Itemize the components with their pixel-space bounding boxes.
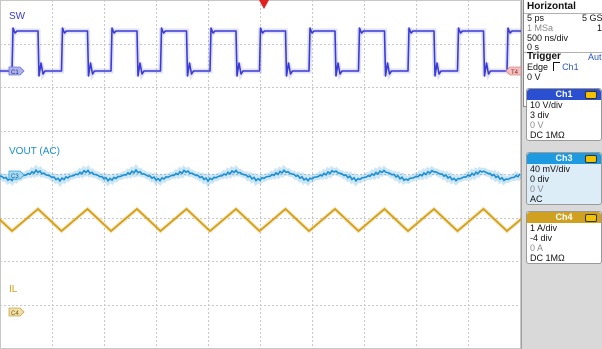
trigger-position-marker[interactable] [259, 0, 269, 9]
ch1-scale: 10 V/div [530, 100, 563, 110]
channel-menu-icon[interactable] [585, 91, 597, 99]
il-trace [0, 207, 521, 233]
trigger-level-marker[interactable]: T4 [505, 66, 521, 76]
horizontal-row1-right: 5 GSa [582, 13, 602, 23]
ch4-info-box[interactable]: Ch4 1 A/div -4 div 0 A DC 1MΩ [526, 211, 602, 264]
horizontal-title: Horizontal [527, 1, 576, 12]
sw-trace-persistence [0, 27, 521, 81]
channel-menu-icon[interactable] [585, 214, 597, 222]
rising-edge-icon [552, 62, 560, 71]
trigger-edge-row: Edge Ch1 [527, 62, 579, 72]
ch1-info-box[interactable]: Ch1 10 V/div 3 div 0 V DC 1MΩ [526, 88, 602, 141]
ch3-offset-div: 0 div [530, 174, 550, 184]
trigger-mode[interactable]: Aut [588, 52, 602, 62]
trigger-type: Edge [527, 62, 549, 72]
horizontal-row2-right: 1 [597, 23, 602, 33]
ch3-info-box[interactable]: Ch3 40 mV/div 0 div 0 V AC [526, 152, 602, 205]
ch4-offset: 0 A [530, 243, 544, 253]
ch4-ground-marker[interactable]: C4 [8, 307, 25, 317]
ch1-marker-label: C1 [11, 70, 19, 76]
ch4-offset-div: -4 div [530, 233, 553, 243]
trigger-source: Ch1 [562, 62, 579, 72]
ch1-ground-marker[interactable]: C1 [8, 66, 25, 76]
ch3-header: Ch3 [527, 153, 601, 164]
ch4-name: Ch4 [555, 212, 573, 222]
vout-waveform-label: VOUT (AC) [9, 146, 60, 157]
ch1-offset-div: 3 div [530, 110, 550, 120]
ch1-name: Ch1 [555, 89, 573, 99]
divider [524, 52, 602, 53]
channel-menu-icon[interactable] [585, 155, 597, 163]
sw-trace [0, 27, 521, 77]
ch4-coupling: DC 1MΩ [530, 253, 565, 263]
ch4-marker-label: C4 [11, 311, 19, 317]
ch1-offset: 0 V [530, 120, 544, 130]
time-per-div: 500 ns/div [527, 33, 569, 43]
ch3-ground-marker[interactable]: C3 [8, 170, 25, 180]
trigger-title: Trigger [527, 51, 561, 62]
ch1-coupling: DC 1MΩ [530, 130, 565, 140]
ch3-name: Ch3 [555, 153, 573, 163]
vout-trace [0, 168, 521, 183]
ch4-scale: 1 A/div [530, 223, 558, 233]
sw-waveform-label: SW [9, 11, 26, 22]
horizontal-delay: 0 s [527, 42, 540, 52]
ch3-offset: 0 V [530, 184, 544, 194]
trigger-level-marker-label: T4 [511, 70, 519, 76]
horizontal-row2-left: 1 MSa [527, 23, 554, 33]
ch3-scale: 40 mV/div [530, 164, 571, 174]
ch1-header: Ch1 [527, 89, 601, 100]
ch3-marker-label: C3 [11, 174, 19, 180]
traces [0, 27, 521, 234]
trigger-level: 0 V [527, 72, 541, 82]
ch4-header: Ch4 [527, 212, 601, 223]
il-waveform-label: IL [9, 284, 18, 295]
ch3-coupling: AC [530, 194, 543, 204]
waveform-display[interactable]: C1 C3 C4 T4 [0, 0, 521, 349]
horizontal-row1-left: 5 ps [527, 13, 545, 23]
divider [524, 13, 602, 14]
